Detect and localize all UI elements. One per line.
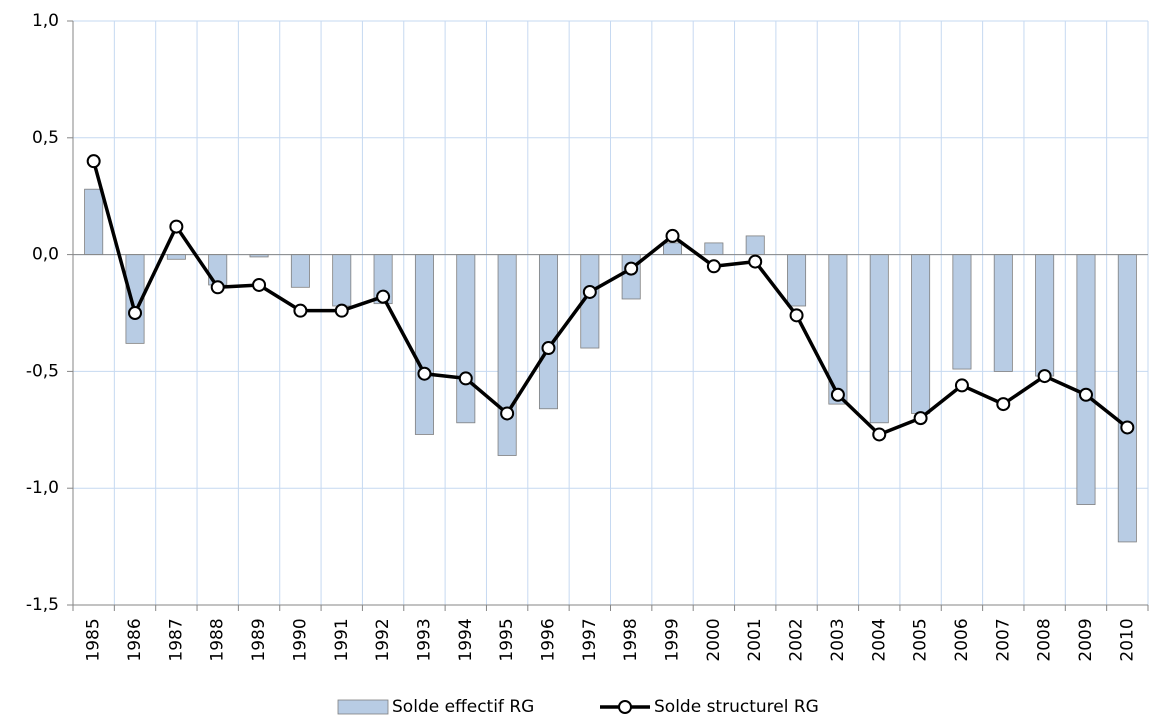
x-tick-label: 1995: [497, 618, 517, 661]
bar: [621, 254, 641, 300]
bar: [84, 188, 104, 255]
x-tick-label: 2006: [952, 618, 972, 661]
y-tick-label: -1,0: [26, 478, 59, 498]
line: [91, 160, 1129, 437]
line-marker: [500, 406, 515, 421]
bar: [414, 254, 434, 435]
x-tick-label: 1996: [538, 618, 558, 661]
bar: [1117, 254, 1137, 543]
line-marker: [128, 306, 143, 320]
x-tick-label: 2001: [745, 618, 765, 661]
x-tick-label: 1998: [621, 618, 641, 661]
line-marker: [252, 277, 267, 292]
line-marker: [789, 308, 804, 323]
x-tick-label: 2009: [1076, 618, 1096, 661]
x-tick-label: 1992: [373, 618, 393, 661]
line-marker: [954, 378, 969, 393]
line-marker: [830, 387, 845, 402]
line-marker: [293, 303, 308, 318]
bar: [290, 254, 310, 288]
bar: [1035, 254, 1055, 377]
bar: [869, 254, 889, 424]
line-marker: [996, 397, 1011, 412]
bar: [993, 254, 1013, 372]
bar: [1076, 254, 1096, 505]
bar: [787, 254, 807, 307]
x-tick-label: 1989: [249, 618, 269, 661]
bar: [704, 242, 724, 255]
line-marker: [624, 261, 639, 276]
line-marker: [334, 303, 349, 318]
legend-label: Solde effectif RG: [392, 697, 534, 717]
x-tick-label: 2010: [1117, 618, 1137, 661]
line-marker: [706, 259, 721, 274]
bar: [166, 254, 186, 260]
line-marker: [458, 371, 473, 386]
line-marker: [169, 219, 184, 234]
x-tick-label: 1988: [208, 618, 228, 661]
line-marker: [417, 366, 432, 381]
line-marker: [1078, 387, 1093, 402]
x-tick-label: 2002: [787, 618, 807, 661]
bar: [456, 254, 476, 424]
bar: [911, 254, 931, 414]
line-marker: [86, 154, 101, 169]
x-tick-label: 2005: [911, 618, 931, 661]
x-tick-label: 2008: [1035, 618, 1055, 661]
line-marker: [210, 280, 225, 295]
x-tick-label: 2000: [704, 618, 724, 661]
x-tick-label: 1994: [456, 618, 476, 661]
bar: [745, 235, 765, 256]
line-marker: [913, 411, 928, 426]
x-tick-label: 1986: [125, 618, 145, 661]
y-tick-label: -1,5: [26, 595, 59, 615]
legend-swatch: [337, 699, 389, 715]
x-tick-label: 1993: [414, 618, 434, 661]
line-marker: [541, 341, 556, 356]
bar: [332, 254, 352, 307]
y-tick-label: 0,0: [32, 245, 59, 265]
legend-label: Solde structurel RG: [654, 697, 819, 717]
x-tick-label: 2003: [828, 618, 848, 661]
x-tick-label: 1999: [663, 618, 683, 661]
y-tick-label: -0,5: [26, 361, 59, 381]
line-marker: [1120, 420, 1135, 435]
x-tick-label: 1985: [84, 618, 104, 661]
legend-marker: [618, 700, 632, 714]
x-tick-label: 2007: [993, 618, 1013, 661]
x-tick-label: 1997: [580, 618, 600, 661]
line-marker: [665, 228, 680, 243]
x-tick-label: 1991: [332, 618, 352, 661]
bar: [952, 254, 972, 370]
bar: [497, 254, 517, 456]
y-tick-label: 0,5: [32, 128, 59, 148]
y-tick-label: 1,0: [32, 11, 59, 31]
bar: [538, 254, 558, 410]
x-tick-label: 1987: [166, 618, 186, 661]
x-tick-label: 2004: [869, 618, 889, 661]
bar: [663, 242, 683, 255]
line-marker: [376, 289, 391, 304]
line-marker: [1037, 369, 1052, 384]
x-tick-label: 1990: [290, 618, 310, 661]
line-marker: [748, 254, 763, 269]
line-marker: [582, 284, 597, 299]
line-marker: [872, 427, 887, 442]
